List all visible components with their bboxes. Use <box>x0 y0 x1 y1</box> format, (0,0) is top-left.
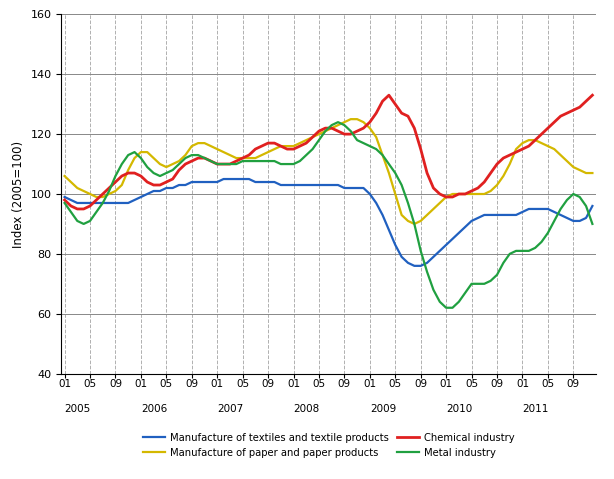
Manufacture of paper and paper products <box>474 191 481 197</box>
Chemical industry <box>61 197 68 203</box>
Manufacture of paper and paper products <box>61 173 68 179</box>
Chemical industry <box>74 206 81 212</box>
Manufacture of textiles and textile products <box>93 200 100 206</box>
Manufacture of textiles and textile products <box>303 182 310 188</box>
Manufacture of paper and paper products <box>589 170 596 176</box>
Metal industry <box>589 221 596 227</box>
Metal industry <box>500 260 507 266</box>
Manufacture of paper and paper products <box>322 128 329 134</box>
Manufacture of textiles and textile products <box>61 194 68 200</box>
Text: 2009: 2009 <box>370 404 396 414</box>
Y-axis label: Index (2005=100): Index (2005=100) <box>12 140 25 248</box>
Chemical industry <box>303 140 310 146</box>
Chemical industry <box>99 191 106 197</box>
Chemical industry <box>500 155 507 161</box>
Metal industry <box>335 119 342 125</box>
Manufacture of textiles and textile products <box>500 212 507 218</box>
Text: 2008: 2008 <box>293 404 320 414</box>
Manufacture of paper and paper products <box>411 221 418 227</box>
Metal industry <box>474 281 481 286</box>
Line: Manufacture of paper and paper products: Manufacture of paper and paper products <box>64 119 593 224</box>
Manufacture of textiles and textile products <box>68 197 75 203</box>
Chemical industry <box>68 203 75 209</box>
Metal industry <box>443 305 450 311</box>
Metal industry <box>296 158 303 164</box>
Metal industry <box>68 209 75 215</box>
Manufacture of paper and paper products <box>500 173 507 179</box>
Chemical industry <box>385 92 392 98</box>
Manufacture of paper and paper products <box>296 140 303 146</box>
Line: Manufacture of textiles and textile products: Manufacture of textiles and textile prod… <box>64 179 593 266</box>
Text: 2005: 2005 <box>64 404 91 414</box>
Chemical industry <box>328 125 335 131</box>
Line: Chemical industry: Chemical industry <box>64 95 593 209</box>
Text: 2007: 2007 <box>217 404 244 414</box>
Metal industry <box>61 200 68 206</box>
Manufacture of paper and paper products <box>68 179 75 185</box>
Text: 2006: 2006 <box>141 404 167 414</box>
Metal industry <box>93 209 100 215</box>
Manufacture of textiles and textile products <box>411 263 418 269</box>
Chemical industry <box>474 185 481 191</box>
Manufacture of textiles and textile products <box>220 176 227 182</box>
Manufacture of paper and paper products <box>93 194 100 200</box>
Manufacture of textiles and textile products <box>474 215 481 221</box>
Metal industry <box>322 128 329 134</box>
Manufacture of textiles and textile products <box>328 182 335 188</box>
Text: 2010: 2010 <box>446 404 472 414</box>
Manufacture of textiles and textile products <box>589 203 596 209</box>
Chemical industry <box>589 92 596 98</box>
Line: Metal industry: Metal industry <box>64 122 593 308</box>
Text: 2011: 2011 <box>523 404 549 414</box>
Manufacture of paper and paper products <box>347 116 354 122</box>
Legend: Manufacture of textiles and textile products, Manufacture of paper and paper pro: Manufacture of textiles and textile prod… <box>142 433 515 457</box>
